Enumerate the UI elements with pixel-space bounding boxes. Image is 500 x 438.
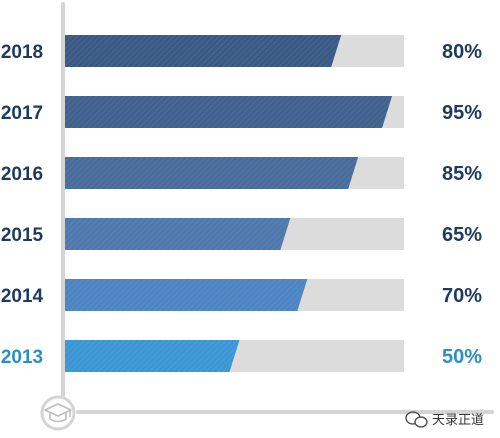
value-label: 65%	[442, 224, 482, 246]
bar-texture	[65, 340, 240, 372]
value-label: 80%	[442, 41, 482, 63]
category-label: 2018	[1, 42, 43, 63]
category-label: 2015	[1, 225, 44, 246]
bar-texture	[65, 35, 342, 67]
category-labels: 2018 2017 2016 2015 2014 2013	[1, 42, 44, 368]
value-label: 70%	[442, 285, 482, 307]
bar-texture	[65, 279, 308, 311]
category-label: 2013	[1, 347, 43, 368]
watermark-text: 天录正道	[432, 413, 484, 428]
bar-texture	[65, 218, 291, 250]
wechat-icon	[405, 411, 428, 428]
value-label: 50%	[442, 346, 482, 368]
category-label: 2017	[1, 103, 43, 124]
value-labels: 80% 95% 85% 65% 70% 50%	[442, 41, 482, 368]
category-label: 2014	[1, 286, 44, 307]
bar-texture	[65, 96, 393, 128]
bars-group	[65, 35, 404, 372]
graduation-cap-icon	[40, 395, 76, 431]
bar-texture	[65, 157, 359, 189]
value-label: 95%	[442, 102, 482, 124]
category-label: 2016	[1, 164, 43, 185]
value-label: 85%	[442, 163, 482, 185]
